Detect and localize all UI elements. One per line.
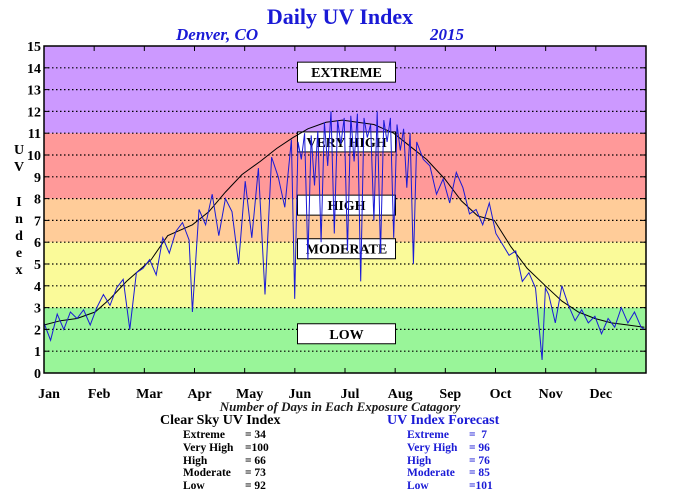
y-tick-label: 4 [34, 280, 41, 295]
y-tick-label: 10 [27, 149, 41, 164]
x-tick-label: Aug [388, 387, 413, 402]
y-tick-label: 1 [34, 345, 41, 360]
y-tick-label: 8 [34, 193, 41, 208]
x-axis-label: Number of Days in Each Exposure Catagory [219, 399, 461, 414]
chart-subtitle-location: Denver, CO [176, 25, 259, 44]
y-axis-label-char: n [15, 212, 23, 227]
forecast-row-value: = 76 [469, 454, 490, 467]
y-axis-label-char: U [13, 143, 25, 158]
forecast-row: Low =101 [407, 480, 499, 493]
clear-sky-row-value: = 66 [245, 454, 266, 467]
y-tick-label: 14 [27, 62, 41, 77]
forecast-row: Very High = 96 [407, 442, 499, 455]
x-tick-label: May [236, 387, 263, 402]
x-tick-label: Feb [88, 387, 111, 402]
forecast-table: UV Index Forecast Extreme = 7 Very High = 9… [387, 413, 499, 493]
chart-subtitle-year: 2015 [430, 25, 464, 44]
y-tick-label: 3 [34, 302, 41, 317]
zone-label-box [297, 61, 397, 83]
clear-sky-row-name: Extreme [183, 429, 225, 441]
series-lines [43, 111, 645, 360]
clear-sky-row-value: = 34 [245, 429, 266, 441]
y-axis-label-char: x [15, 263, 23, 278]
zone-label-box [297, 323, 397, 345]
forecast-row-name: Extreme [407, 429, 449, 441]
x-tick-label: Dec [590, 387, 613, 402]
zone-label-extreme: EXTREME [311, 66, 382, 81]
clear-sky-row-value: = 92 [245, 480, 266, 493]
zone-label-low: LOW [329, 328, 363, 343]
x-tick-labels: Jan Feb Mar Apr May Jun Jul Aug Sep Oct Nov Dec [38, 387, 612, 402]
y-tick-label: 9 [34, 171, 41, 186]
clear-sky-row-name: High [183, 454, 208, 467]
y-tick-label: 2 [34, 323, 41, 338]
forecast-row: High = 76 [407, 455, 499, 468]
clear-sky-row: Very High =100 [183, 442, 280, 455]
clear-sky-row-name: Moderate [183, 467, 231, 480]
series-line-uv-index-forecast [43, 111, 645, 360]
x-tick-label: Mar [136, 387, 162, 402]
clear-sky-row: High = 66 [183, 455, 280, 468]
y-axis-label-char: I [16, 195, 22, 210]
y-tick-label: 7 [34, 214, 41, 229]
clear-sky-row: Moderate = 73 [183, 467, 280, 480]
forecast-row: Moderate = 85 [407, 467, 499, 480]
forecast-table-title: UV Index Forecast [387, 413, 500, 428]
y-axis-label-char: d [15, 229, 23, 244]
x-tick-label: Oct [490, 387, 512, 402]
clear-sky-table: Clear Sky UV Index Extreme = 34 Very High =… [160, 413, 280, 493]
chart-title: Daily UV Index [266, 4, 414, 29]
y-tick-label: 12 [27, 105, 41, 120]
zone-label-moderate: MODERATE [306, 243, 387, 258]
y-tick-label: 6 [34, 236, 41, 251]
clear-sky-row-name: Low [183, 480, 205, 493]
forecast-row-value: =101 [469, 480, 493, 493]
clear-sky-table-title: Clear Sky UV Index [160, 413, 281, 428]
x-tick-label: Sep [439, 387, 461, 402]
y-tick-label: 5 [34, 258, 41, 273]
y-tick-label: 13 [27, 84, 41, 99]
series-line-clear-sky-uv-index [43, 119, 645, 328]
forecast-row: Extreme = 7 [407, 429, 499, 442]
forecast-row-name: Moderate [407, 467, 455, 480]
x-tick-label: Jan [38, 387, 60, 402]
forecast-row-value: = 85 [469, 467, 490, 480]
clear-sky-row: Low = 92 [183, 480, 280, 493]
clear-sky-row-value: =100 [245, 441, 269, 454]
x-tick-label: Nov [539, 387, 563, 402]
zone-label-box [297, 238, 397, 260]
clear-sky-row-name: Very High [183, 441, 234, 454]
y-tick-label: 0 [34, 367, 41, 382]
clear-sky-row: Extreme = 34 [183, 429, 280, 442]
forecast-row-name: High [407, 454, 432, 467]
y-axis-label-char: V [13, 160, 25, 175]
clear-sky-row-value: = 73 [245, 467, 266, 480]
forecast-row-name: Low [407, 480, 429, 493]
forecast-row-value: = 7 [469, 429, 488, 441]
forecast-row-name: Very High [407, 441, 458, 454]
x-tick-label: Apr [187, 387, 211, 402]
x-tick-label: Jun [289, 387, 312, 402]
forecast-row-value: = 96 [469, 441, 490, 454]
y-tick-label: 15 [27, 40, 41, 55]
plot-frame [43, 45, 647, 374]
y-axis-label-char: e [15, 246, 23, 261]
x-tick-label: Jul [341, 387, 360, 402]
y-tick-label: 11 [28, 127, 41, 142]
